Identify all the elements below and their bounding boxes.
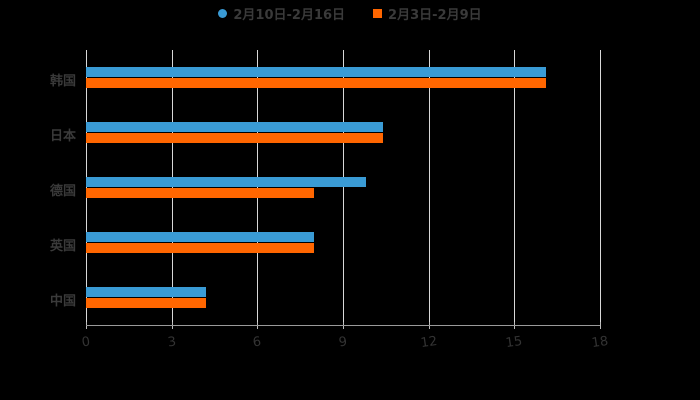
gridline xyxy=(514,50,515,325)
bar[interactable] xyxy=(86,243,314,253)
category-label: 中国 xyxy=(49,294,76,309)
axis-tick xyxy=(600,322,601,329)
bar[interactable] xyxy=(86,122,383,132)
x-axis-line xyxy=(86,325,600,326)
category-label: 日本 xyxy=(49,129,76,144)
chart-legend: 2月10日-2月16日 2月3日-2月9日 xyxy=(0,4,700,23)
x-tick-label: 15 xyxy=(504,333,524,352)
bar[interactable] xyxy=(86,188,314,198)
bar[interactable] xyxy=(86,298,206,308)
bar[interactable] xyxy=(86,287,206,297)
x-tick-label: 0 xyxy=(80,334,92,351)
gridline xyxy=(172,50,173,325)
gridline xyxy=(343,50,344,325)
gridline xyxy=(86,50,87,325)
legend-item-week-feb3[interactable]: 2月3日-2月9日 xyxy=(373,4,482,23)
bar[interactable] xyxy=(86,232,314,242)
x-tick-label: 12 xyxy=(419,333,439,352)
gridline xyxy=(600,50,601,325)
x-tick-label: 9 xyxy=(337,334,349,351)
legend-item-week-feb10[interactable]: 2月10日-2月16日 xyxy=(218,4,345,23)
category-label: 英国 xyxy=(49,239,76,254)
x-tick-label: 3 xyxy=(166,334,178,351)
bar[interactable] xyxy=(86,78,546,88)
legend-square-icon xyxy=(373,9,383,18)
plot-area: 0 3 6 9 12 15 18 xyxy=(81,50,609,351)
x-tick-label: 6 xyxy=(251,334,263,351)
bar[interactable] xyxy=(86,67,546,77)
bar[interactable] xyxy=(86,133,383,143)
gridline xyxy=(257,50,258,325)
gridline xyxy=(429,50,430,325)
category-label: 韩国 xyxy=(49,74,76,89)
legend-circle-icon xyxy=(218,9,228,18)
legend-label: 2月3日-2月9日 xyxy=(388,8,482,23)
legend-label: 2月10日-2月16日 xyxy=(233,8,346,23)
bar[interactable] xyxy=(86,177,366,187)
x-tick-label: 18 xyxy=(590,333,610,352)
category-label: 德国 xyxy=(49,184,76,199)
